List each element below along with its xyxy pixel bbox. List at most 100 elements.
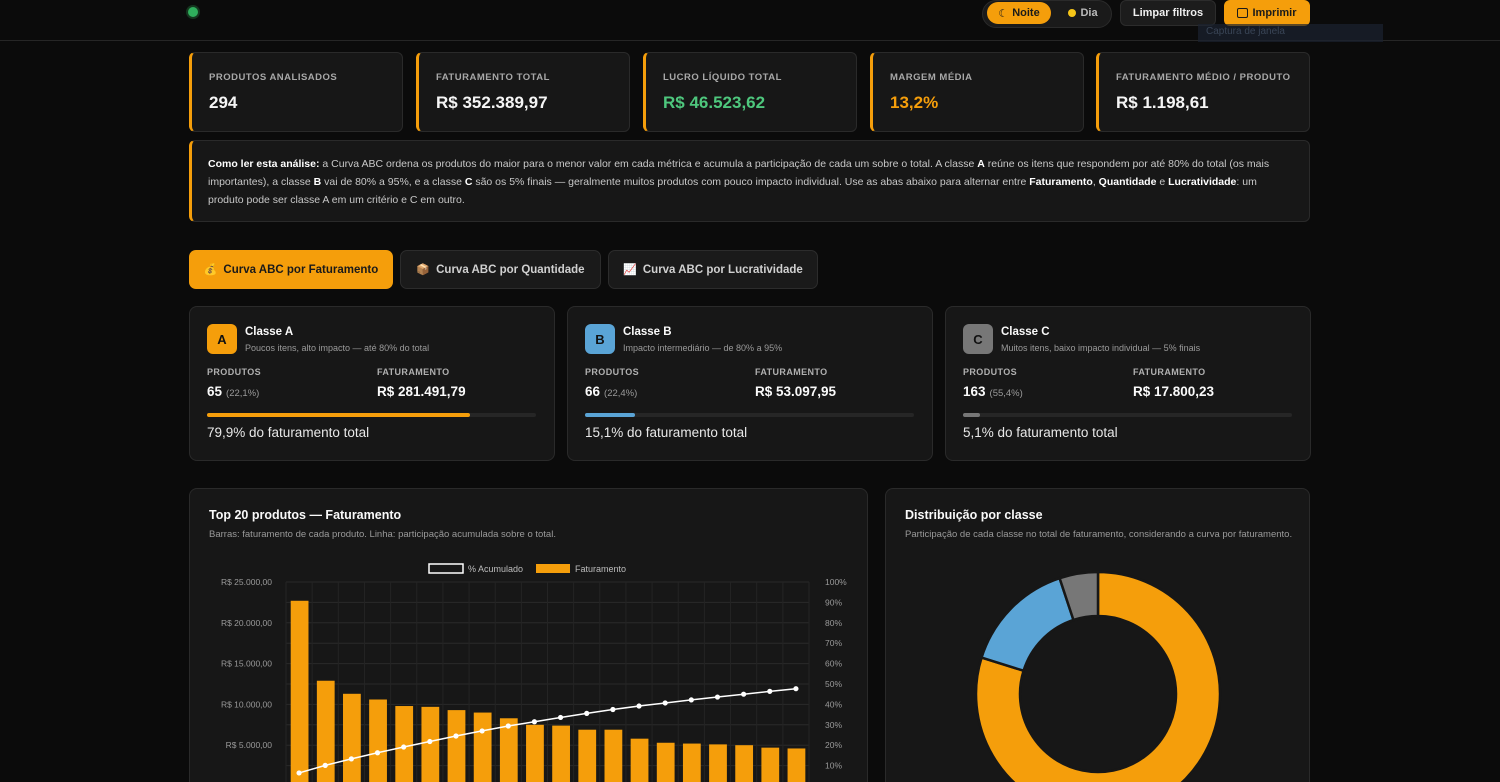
kpi-total-revenue: FATURAMENTO TOTAL R$ 352.389,97: [416, 52, 630, 132]
bar: [473, 712, 492, 782]
class-subtitle: Poucos itens, alto impacto — até 80% do …: [245, 343, 430, 353]
bar: [656, 742, 675, 782]
products-count: 163 (55,4%): [963, 384, 1023, 399]
class-c-card: C Classe C Muitos itens, baixo impacto i…: [945, 306, 1311, 461]
info-metric: Quantidade: [1098, 176, 1157, 188]
products-label: PRODUTOS: [963, 367, 1018, 377]
theme-night-button[interactable]: ☾ Noite: [987, 2, 1051, 24]
bar: [682, 743, 701, 782]
legend-swatch-line: [428, 563, 464, 574]
theme-day-label: Dia: [1080, 7, 1098, 19]
cumulative-point: [610, 706, 616, 713]
y-left-tick-label: R$ 25.000,00: [221, 577, 272, 587]
kpi-products-analyzed: PRODUTOS ANALISADOS 294: [189, 52, 403, 132]
cumulative-point: [479, 728, 485, 734]
donut-slice: [1058, 570, 1100, 622]
bar: [343, 693, 361, 782]
kpi-value: R$ 352.389,97: [436, 93, 548, 112]
products-percent: (22,1%): [226, 388, 260, 399]
info-text: vai de 80% a 95%, e a classe: [321, 176, 465, 188]
y-right-tick-label: 20%: [825, 740, 842, 750]
info-text: ,: [1092, 176, 1099, 188]
bar: [526, 724, 544, 782]
share-progress-bar: [207, 413, 536, 417]
y-right-tick-label: 90%: [825, 597, 842, 607]
kpi-label: LUCRO LÍQUIDO TOTAL: [663, 72, 782, 83]
tooltip-label: Captura de janela: [1206, 26, 1285, 37]
class-donut-chart: [974, 570, 1222, 782]
share-progress-bar: [585, 413, 914, 417]
cumulative-point: [557, 714, 564, 721]
tab-revenue[interactable]: 💰 Curva ABC por Faturamento: [189, 250, 393, 289]
share-progress-fill: [207, 413, 470, 417]
y-left-tick-label: R$ 15.000,00: [221, 659, 272, 669]
kpi-label: FATURAMENTO MÉDIO / PRODUTO: [1116, 72, 1291, 83]
info-text: e: [1156, 176, 1169, 188]
info-text: são os 5% finais — geralmente muitos pro…: [472, 176, 1030, 188]
bar: [552, 725, 570, 782]
share-progress-fill: [585, 413, 635, 417]
print-button[interactable]: Imprimir: [1224, 0, 1310, 26]
tab-profitability[interactable]: 📈 Curva ABC por Lucratividade: [608, 250, 818, 289]
bar: [787, 748, 806, 782]
printer-icon: [1237, 8, 1249, 18]
kpi-label: MARGEM MÉDIA: [890, 72, 973, 83]
class-badge: B: [585, 324, 615, 354]
revenue-label: FATURAMENTO: [1133, 367, 1206, 377]
cumulative-point: [584, 710, 590, 716]
share-footer: 5,1% do faturamento total: [963, 425, 1118, 440]
products-label: PRODUTOS: [207, 367, 262, 377]
info-text: : um produto pode ser classe A em um cri…: [208, 176, 1257, 206]
cumulative-point: [636, 703, 642, 709]
cumulative-point: [348, 756, 354, 762]
cumulative-point: [793, 686, 799, 692]
kpi-value: R$ 1.198,61: [1116, 93, 1209, 112]
info-class-c: C: [464, 176, 473, 188]
info-text: a Curva ABC ordena os produtos do maior …: [319, 158, 978, 170]
y-left-tick-label: R$ 20.000,00: [221, 618, 272, 628]
class-title: Classe B: [623, 326, 672, 338]
y-left-tick-label: R$ 10.000,00: [221, 699, 272, 709]
tab-quantity[interactable]: 📦 Curva ABC por Quantidade: [400, 250, 601, 289]
legend-swatch-bar: [536, 564, 570, 573]
package-icon: 📦: [416, 264, 431, 276]
cumulative-point: [714, 694, 721, 700]
cumulative-point: [453, 733, 459, 739]
kpi-average-margin: MARGEM MÉDIA 13,2%: [870, 52, 1084, 132]
chart-subtitle: Participação de cada classe no total de …: [905, 529, 1293, 540]
cumulative-point: [741, 691, 747, 697]
bar: [604, 729, 623, 782]
chart-subtitle: Barras: faturamento de cada produto. Lin…: [209, 529, 556, 540]
cumulative-point: [531, 719, 538, 725]
kpi-value: R$ 46.523,62: [663, 93, 766, 112]
theme-day-button[interactable]: Dia: [1059, 2, 1107, 24]
top20-bar-line-chart: 0%10%20%30%40%50%60%70%80%90%100%R$ 0,00…: [221, 563, 847, 782]
y-right-tick-label: 10%: [825, 761, 842, 771]
window-capture-tooltip: Captura de janela: [1198, 24, 1383, 42]
clear-filters-button[interactable]: Limpar filtros: [1120, 0, 1216, 26]
y-right-tick-label: 100%: [825, 577, 847, 587]
connection-status-dot: [188, 7, 198, 17]
class-b-card: B Classe B Impacto intermediário — de 80…: [567, 306, 933, 461]
cumulative-point: [505, 723, 511, 729]
bar: [709, 744, 727, 782]
chart-title: Top 20 produtos — Faturamento: [209, 508, 402, 522]
bar: [447, 710, 466, 782]
bar: [735, 745, 754, 782]
money-bag-icon: 💰: [203, 264, 218, 276]
theme-toggle: ☾ Noite Dia: [982, 0, 1112, 28]
donut-slice: [974, 570, 1222, 782]
kpi-label: FATURAMENTO TOTAL: [436, 72, 550, 83]
bar: [421, 706, 440, 782]
info-metric: Faturamento: [1029, 176, 1093, 188]
cumulative-point: [767, 688, 773, 694]
clear-filters-label: Limpar filtros: [1132, 7, 1204, 19]
kpi-net-profit: LUCRO LÍQUIDO TOTAL R$ 46.523,62: [643, 52, 857, 132]
kpi-average-revenue-per-product: FATURAMENTO MÉDIO / PRODUTO R$ 1.198,61: [1096, 52, 1310, 132]
kpi-value: 13,2%: [890, 93, 939, 112]
print-label: Imprimir: [1252, 7, 1297, 19]
products-value: 163: [963, 384, 986, 399]
products-percent: (22,4%): [604, 388, 638, 399]
y-right-tick-label: 70%: [825, 638, 842, 648]
bar: [290, 600, 309, 782]
